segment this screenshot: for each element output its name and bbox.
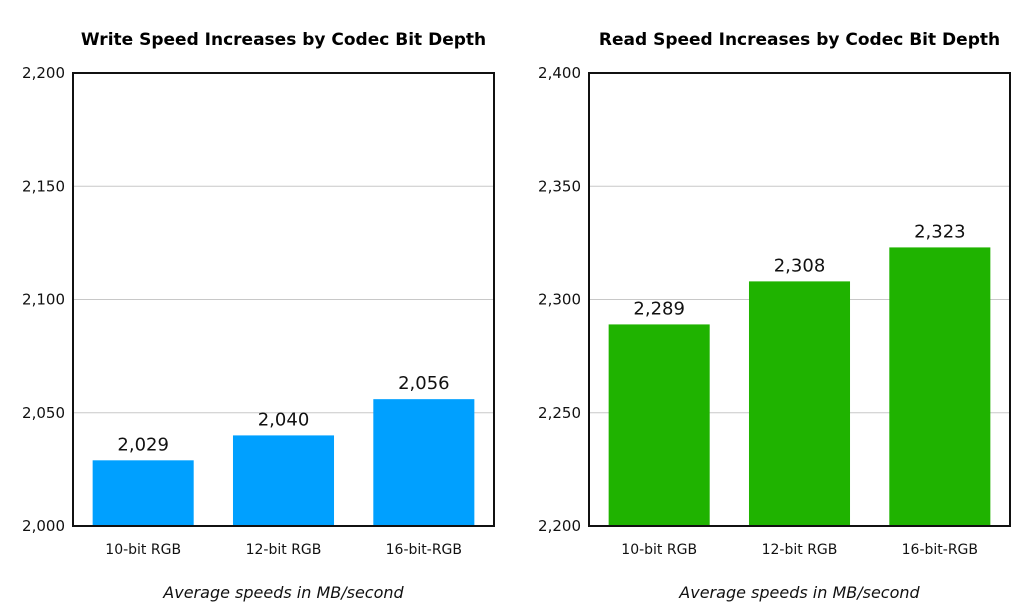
x-tick-label: 10-bit RGB xyxy=(105,542,181,558)
y-tick-label: 2,100 xyxy=(22,291,65,309)
chart-panel-2: Read Speed Increases by Codec Bit Depth 2… xyxy=(538,30,1011,602)
y-tick-label: 2,250 xyxy=(538,404,581,422)
chart-title: Read Speed Increases by Codec Bit Depth xyxy=(599,30,1000,50)
chart-panel-1: Write Speed Increases by Codec Bit Depth… xyxy=(22,30,495,602)
x-tick-label: 10-bit RGB xyxy=(621,542,697,558)
data-label: 2,040 xyxy=(258,409,310,430)
y-tick-label: 2,200 xyxy=(22,64,65,82)
bar xyxy=(232,435,335,526)
bar xyxy=(748,281,851,526)
chart-title: Write Speed Increases by Codec Bit Depth xyxy=(81,30,486,50)
y-tick-label: 2,300 xyxy=(538,291,581,309)
y-tick-label: 2,050 xyxy=(22,404,65,422)
x-tick-label: 12-bit RGB xyxy=(246,542,322,558)
data-label: 2,289 xyxy=(633,298,685,319)
data-label: 2,323 xyxy=(914,221,966,242)
x-tick-label: 12-bit RGB xyxy=(762,542,838,558)
x-tick-label: 16-bit-RGB xyxy=(386,542,462,558)
bar xyxy=(373,399,475,526)
y-tick-label: 2,000 xyxy=(22,517,65,535)
bar xyxy=(889,247,991,526)
data-label: 2,056 xyxy=(398,373,450,394)
plot-border xyxy=(588,72,1011,527)
bar xyxy=(92,460,194,526)
x-axis-label: Average speeds in MB/second xyxy=(162,583,404,602)
data-label: 2,308 xyxy=(774,255,826,276)
x-axis-label: Average speeds in MB/second xyxy=(678,583,920,602)
bar xyxy=(608,324,710,526)
y-tick-label: 2,350 xyxy=(538,177,581,195)
y-tick-label: 2,150 xyxy=(22,177,65,195)
data-label: 2,029 xyxy=(117,434,169,455)
y-tick-label: 2,400 xyxy=(538,64,581,82)
plot-border xyxy=(72,72,495,527)
x-tick-label: 16-bit-RGB xyxy=(902,542,978,558)
y-tick-label: 2,200 xyxy=(538,517,581,535)
